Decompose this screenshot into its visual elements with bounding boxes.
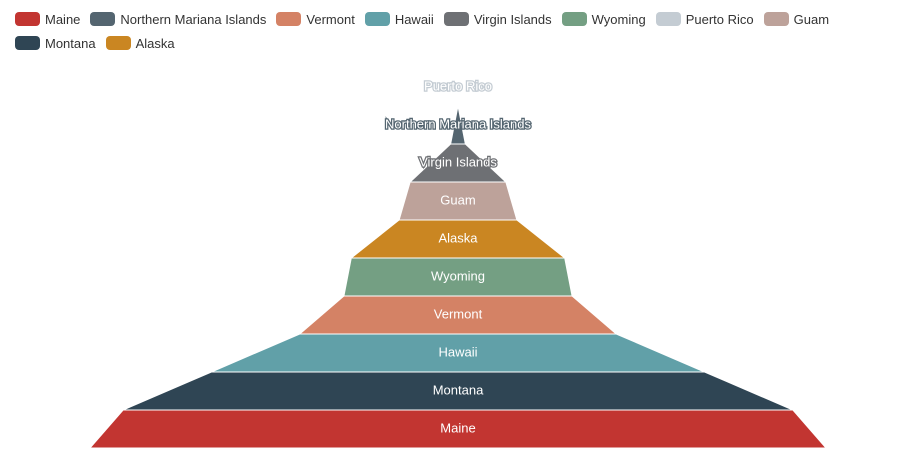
legend-icon <box>443 12 469 26</box>
legend-item[interactable]: Maine <box>15 11 80 27</box>
legend-item[interactable]: Puerto Rico <box>655 11 754 27</box>
segment-label: Puerto Rico <box>424 78 492 93</box>
segment-label: Alaska <box>438 230 478 245</box>
legend-item[interactable]: Alaska <box>105 35 175 51</box>
legend-icon <box>15 36 40 50</box>
segment-label: Wyoming <box>431 268 485 283</box>
segment-label: Vermont <box>434 306 483 321</box>
legend-item[interactable]: Wyoming <box>561 11 646 27</box>
segment-label: Northern Mariana Islands <box>385 116 531 131</box>
legend: Maine Northern Mariana Islands Vermont Hawa… <box>15 11 915 51</box>
legend-icon <box>105 36 131 50</box>
legend-label: Guam <box>793 11 830 27</box>
funnel-segment <box>450 105 466 145</box>
segment-label: Guam <box>440 192 475 207</box>
legend-item[interactable]: Hawaii <box>364 11 434 27</box>
legend-icon <box>276 12 302 26</box>
legend-item[interactable]: Guam <box>763 11 830 27</box>
legend-label: Puerto Rico <box>685 11 754 27</box>
legend-label: Alaska <box>135 35 175 51</box>
segment-label: Virgin Islands <box>419 154 497 169</box>
legend-label: Hawaii <box>394 11 434 27</box>
legend-item[interactable]: Northern Mariana Islands <box>90 11 266 27</box>
legend-label: Northern Mariana Islands <box>120 11 267 27</box>
legend-label: Maine <box>45 11 81 27</box>
legend-label: Wyoming <box>591 11 646 27</box>
segment-label: Hawaii <box>438 344 477 359</box>
legend-icon <box>364 12 390 26</box>
legend-item[interactable]: Vermont <box>276 11 355 27</box>
legend-label: Vermont <box>306 11 355 27</box>
legend-icon <box>15 12 40 26</box>
legend-icon <box>763 12 789 26</box>
legend-icon <box>655 12 681 26</box>
legend-icon <box>90 12 116 26</box>
legend-item[interactable]: Virgin Islands <box>443 11 552 27</box>
segment-label: Maine <box>440 420 475 435</box>
legend-icon <box>561 12 587 26</box>
legend-item[interactable]: Montana <box>15 35 96 51</box>
legend-label: Montana <box>45 35 96 51</box>
legend-label: Virgin Islands <box>473 11 552 27</box>
segment-label: Montana <box>433 382 484 397</box>
